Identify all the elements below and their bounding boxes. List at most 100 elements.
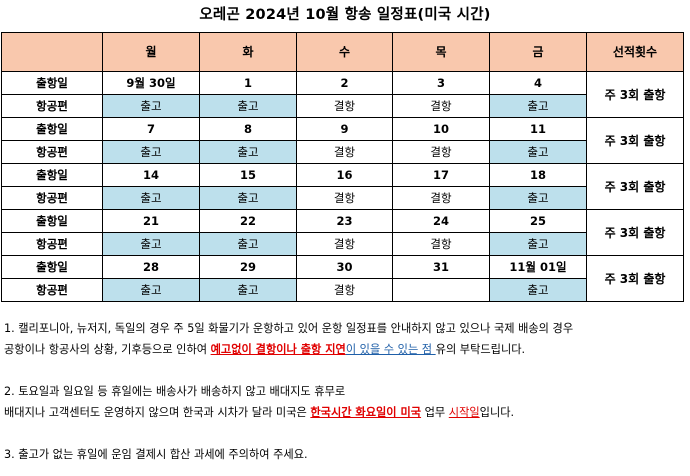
- page-title: 오레곤 2024년 10월 항송 일정표(미국 시간): [199, 7, 491, 23]
- note-2-highlight-2: 시작일: [448, 406, 480, 419]
- flight-status-cell: 결항: [392, 140, 490, 164]
- week-flight-row: 항공편 출고 출고 결항 결항 출고: [1, 186, 684, 210]
- note-1-line-1: 1. 캘리포니아, 뉴저지, 독일의 경우 주 5일 화물기가 운항하고 있어 …: [4, 322, 574, 335]
- notes-section: 1. 캘리포니아, 뉴저지, 독일의 경우 주 5일 화물기가 운항하고 있어 …: [4, 318, 688, 465]
- date-cell: 1: [199, 71, 297, 95]
- week-date-row: 출항일 28 29 30 31 11월 01일 주 3회 출항: [1, 255, 684, 302]
- date-cell: 11: [489, 117, 587, 141]
- note-1-text: 공항이나 항공사의 상황, 기후등으로 인하여: [4, 343, 211, 356]
- date-cell: 9: [296, 117, 393, 141]
- note-2-highlight: 한국시간 화요일이 미국: [310, 406, 422, 419]
- date-cell: 25: [489, 209, 587, 233]
- date-cell: 29: [199, 255, 297, 279]
- row-label-flight: 항공편: [1, 94, 103, 118]
- note-2-line-1: 2. 토요일과 일요일 등 휴일에는 배송사가 배송하지 않고 배대지도 휴무로: [4, 385, 346, 398]
- table-header-row: 월 화 수 목 금 선적횟수: [1, 32, 684, 72]
- row-label-flight: 항공편: [1, 278, 103, 302]
- note-1-line-2: 공항이나 항공사의 상황, 기후등으로 인하여 예고없이 결항이나 출항 지연이…: [4, 339, 688, 360]
- note-1-warning: 예고없이 결항이나 출항 지연: [210, 343, 346, 356]
- week-date-row: 출항일 9월 30일 1 2 3 4 주 3회 출항: [1, 71, 684, 118]
- week-date-row: 출항일 21 22 23 24 25 주 3회 출항: [1, 209, 684, 256]
- flight-status-cell: [392, 278, 490, 302]
- date-cell: 2: [296, 71, 393, 95]
- date-cell: 9월 30일: [102, 71, 200, 95]
- flight-status-cell: 결항: [296, 140, 393, 164]
- header-day-tue: 화: [199, 32, 297, 72]
- flight-status-cell: 결항: [296, 186, 393, 210]
- date-cell: 4: [489, 71, 587, 95]
- header-day-fri: 금: [489, 32, 587, 72]
- weekly-count-cell: 주 3회 출항: [586, 255, 684, 302]
- note-1-caution: 이 있을 수 있는 점: [345, 343, 436, 356]
- header-day-wed: 수: [296, 32, 393, 72]
- note-1-end: 유의 부탁드립니다.: [435, 343, 526, 356]
- date-cell: 3: [392, 71, 490, 95]
- date-cell: 21: [102, 209, 200, 233]
- date-cell: 14: [102, 163, 200, 187]
- flight-status-cell: 출고: [102, 94, 200, 118]
- week-flight-row: 항공편 출고 출고 결항 출고: [1, 278, 684, 302]
- row-label-flight: 항공편: [1, 232, 103, 256]
- date-cell: 11월 01일: [489, 255, 587, 279]
- flight-status-cell: 출고: [102, 278, 200, 302]
- date-cell: 7: [102, 117, 200, 141]
- week-flight-row: 항공편 출고 출고 결항 결항 출고: [1, 94, 684, 118]
- note-2-text: 배대지나 고객센터도 운영하지 않으며 한국과 시차가 달라 미국은: [4, 406, 311, 419]
- flight-status-cell: 출고: [489, 186, 587, 210]
- date-cell: 18: [489, 163, 587, 187]
- date-cell: 31: [392, 255, 490, 279]
- flight-status-cell: 출고: [199, 278, 297, 302]
- flight-status-cell: 출고: [199, 140, 297, 164]
- weekly-count-cell: 주 3회 출항: [586, 209, 684, 256]
- header-day-mon: 월: [102, 32, 200, 72]
- flight-status-cell: 결항: [296, 94, 393, 118]
- flight-status-cell: 출고: [199, 232, 297, 256]
- flight-status-cell: 출고: [489, 278, 587, 302]
- row-label-date: 출항일: [1, 163, 103, 187]
- date-cell: 16: [296, 163, 393, 187]
- row-label-date: 출항일: [1, 117, 103, 141]
- date-cell: 8: [199, 117, 297, 141]
- flight-status-cell: 결항: [296, 232, 393, 256]
- header-count: 선적횟수: [586, 32, 684, 72]
- flight-status-cell: 출고: [489, 94, 587, 118]
- flight-status-cell: 결항: [392, 94, 490, 118]
- weekly-count-cell: 주 3회 출항: [586, 117, 684, 164]
- weekly-count-cell: 주 3회 출항: [586, 163, 684, 210]
- flight-status-cell: 출고: [489, 140, 587, 164]
- note-2-end: 입니다.: [479, 406, 515, 419]
- date-cell: 23: [296, 209, 393, 233]
- row-label-date: 출항일: [1, 71, 103, 95]
- row-label-date: 출항일: [1, 209, 103, 233]
- date-cell: 24: [392, 209, 490, 233]
- flight-status-cell: 출고: [102, 186, 200, 210]
- flight-status-cell: 출고: [489, 232, 587, 256]
- row-label-date: 출항일: [1, 255, 103, 279]
- flight-status-cell: 결항: [392, 232, 490, 256]
- note-3: 3. 출고가 없는 휴일에 운임 결제시 합산 과세에 주의하여 주세요.: [4, 448, 308, 461]
- flight-status-cell: 결항: [392, 186, 490, 210]
- date-cell: 10: [392, 117, 490, 141]
- flight-status-cell: 출고: [199, 94, 297, 118]
- date-cell: 15: [199, 163, 297, 187]
- weekly-count-cell: 주 3회 출항: [586, 71, 684, 118]
- header-day-thu: 목: [392, 32, 490, 72]
- date-cell: 30: [296, 255, 393, 279]
- note-2-mid: 업무: [421, 406, 449, 419]
- date-cell: 22: [199, 209, 297, 233]
- flight-status-cell: 출고: [199, 186, 297, 210]
- flight-status-cell: 출고: [102, 140, 200, 164]
- flight-status-cell: 출고: [102, 232, 200, 256]
- row-label-flight: 항공편: [1, 140, 103, 164]
- header-corner: [1, 32, 103, 72]
- row-label-flight: 항공편: [1, 186, 103, 210]
- date-cell: 17: [392, 163, 490, 187]
- schedule-table: 월 화 수 목 금 선적횟수 출항일 9월 30일 1 2 3 4 주 3회 출항 항공편 출고…: [1, 32, 684, 302]
- week-date-row: 출항일 14 15 16 17 18 주 3회 출항: [1, 163, 684, 210]
- week-date-row: 출항일 7 8 9 10 11 주 3회 출항: [1, 117, 684, 164]
- week-flight-row: 항공편 출고 출고 결항 결항 출고: [1, 232, 684, 256]
- flight-status-cell: 결항: [296, 278, 393, 302]
- date-cell: 28: [102, 255, 200, 279]
- week-flight-row: 항공편 출고 출고 결항 결항 출고: [1, 140, 684, 164]
- note-2-line-2: 배대지나 고객센터도 운영하지 않으며 한국과 시차가 달라 미국은 한국시간 …: [4, 402, 688, 423]
